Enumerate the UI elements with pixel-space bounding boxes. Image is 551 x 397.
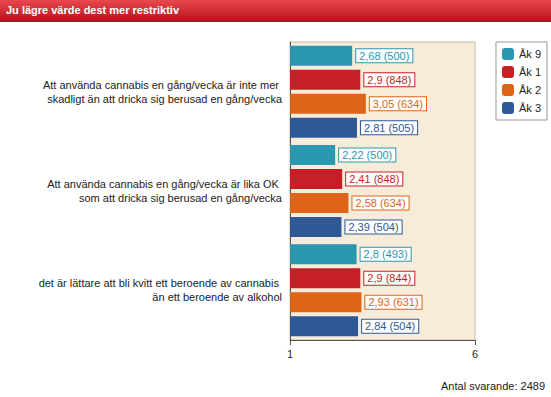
svg-text:2,22 (500): 2,22 (500) — [342, 149, 392, 161]
svg-text:som att dricka sig berusad en: som att dricka sig berusad en gång/vecka — [79, 192, 283, 204]
svg-text:6: 6 — [472, 348, 478, 360]
svg-text:2,9 (844): 2,9 (844) — [367, 272, 411, 284]
svg-text:2,41 (848): 2,41 (848) — [349, 173, 399, 185]
svg-text:Att använda cannabis en gång/v: Att använda cannabis en gång/vecka är in… — [43, 79, 282, 91]
svg-text:2,68 (500): 2,68 (500) — [359, 50, 409, 62]
svg-text:Åk 2: Åk 2 — [519, 84, 541, 96]
svg-text:Att använda cannabis en gång/v: Att använda cannabis en gång/vecka är li… — [47, 178, 282, 190]
svg-text:2,81 (505): 2,81 (505) — [364, 122, 414, 134]
svg-text:Åk 3: Åk 3 — [519, 102, 541, 114]
svg-text:det är lättare att bli kvitt e: det är lättare att bli kvitt ett beroend… — [39, 277, 282, 289]
svg-text:2,39 (504): 2,39 (504) — [348, 221, 398, 233]
svg-text:2,8 (493): 2,8 (493) — [364, 248, 408, 260]
svg-text:än ett beroende av alkohol: än ett beroende av alkohol — [152, 291, 282, 303]
svg-text:2,84 (504): 2,84 (504) — [365, 320, 415, 332]
svg-text:1: 1 — [287, 348, 293, 360]
svg-text:2,58 (634): 2,58 (634) — [355, 197, 405, 209]
svg-text:skadligt än att dricka sig ber: skadligt än att dricka sig berusad en gå… — [47, 93, 283, 105]
svg-text:2,93 (631): 2,93 (631) — [368, 296, 418, 308]
svg-text:Åk 1: Åk 1 — [519, 66, 541, 78]
svg-text:Ju lägre värde dest mer restri: Ju lägre värde dest mer restriktiv — [6, 4, 180, 16]
svg-text:Åk 9: Åk 9 — [519, 48, 541, 60]
svg-text:3,05 (634): 3,05 (634) — [373, 98, 423, 110]
svg-text:Antal svarande: 2489: Antal svarande: 2489 — [441, 380, 545, 392]
svg-text:2,9 (848): 2,9 (848) — [367, 74, 411, 86]
